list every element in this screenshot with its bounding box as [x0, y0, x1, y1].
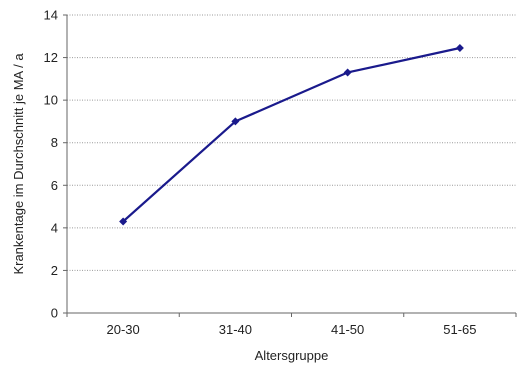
- series: [119, 44, 464, 225]
- y-axis-label: Krankentage im Durchschnitt je MA / a: [11, 53, 26, 275]
- y-tick-label: 12: [44, 50, 58, 65]
- data-point-marker: [456, 44, 464, 52]
- x-axis-label: Altersgruppe: [255, 348, 329, 363]
- y-tick-label: 4: [51, 220, 58, 235]
- x-tick-label: 51-65: [443, 322, 476, 337]
- y-tick-label: 14: [44, 8, 58, 23]
- grid-lines: [67, 15, 516, 270]
- data-point-marker: [344, 68, 352, 76]
- y-tick-label: 0: [51, 306, 58, 321]
- series-line: [123, 48, 460, 221]
- y-tick-label: 2: [51, 263, 58, 278]
- x-tick-label: 31-40: [219, 322, 252, 337]
- y-tick-label: 6: [51, 178, 58, 193]
- x-tick-labels: 20-30 31-40 41-50 51-65: [67, 313, 516, 337]
- x-tick-label: 41-50: [331, 322, 364, 337]
- axes: [67, 15, 516, 313]
- x-tick-label: 20-30: [107, 322, 140, 337]
- y-tick-label: 8: [51, 135, 58, 150]
- y-tick-labels: 0 2 4 6 8 10 12 14: [44, 8, 67, 321]
- y-tick-label: 10: [44, 93, 58, 108]
